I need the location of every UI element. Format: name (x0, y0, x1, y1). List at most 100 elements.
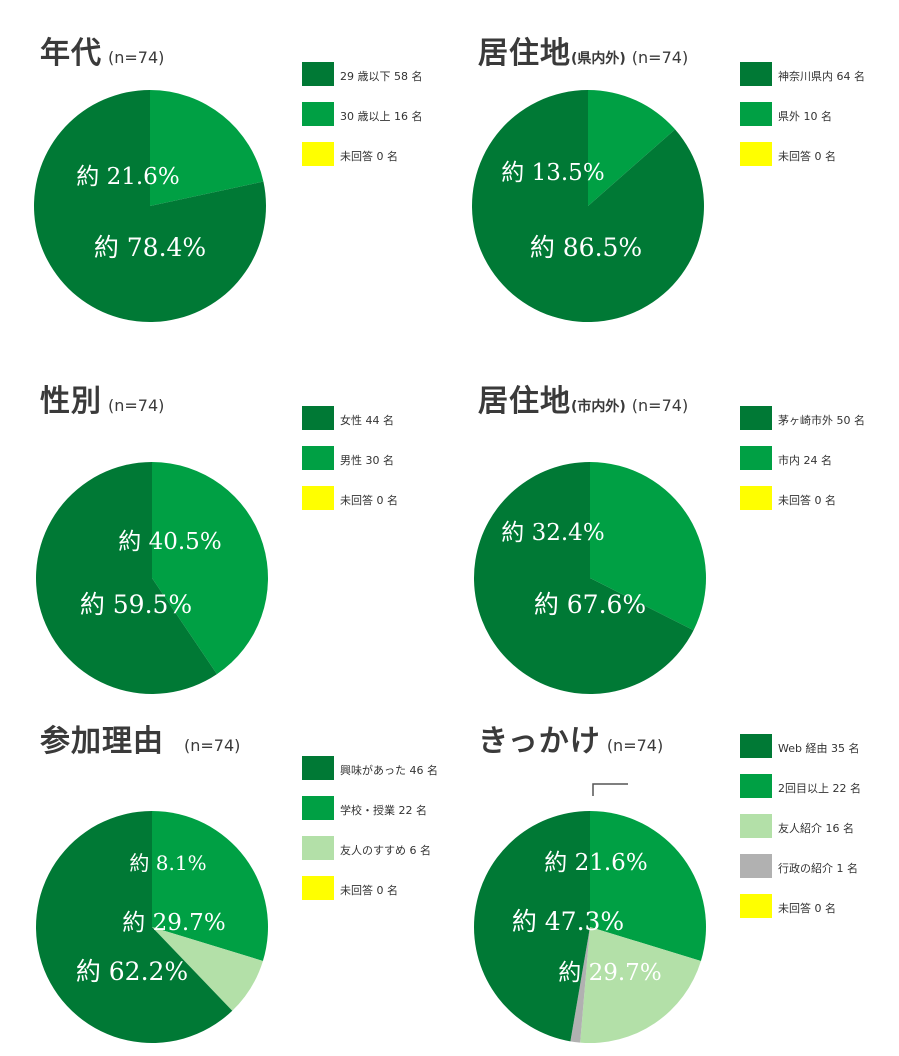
chart-title-main: 居住地 (478, 384, 571, 419)
legend-label: Web 経由 35 名 (778, 742, 860, 755)
chart-title-main: 参加理由 (40, 724, 164, 759)
pie-slice (570, 927, 590, 1043)
slice-percent-label: 約 62.2% (76, 957, 188, 986)
legend-label: 興味があった 46 名 (340, 764, 438, 777)
legend-label: 行政の紹介 1 名 (778, 862, 858, 875)
legend-label: 未回答 0 名 (778, 150, 836, 163)
pie-chart: 約 67.6% 約 32.4% (474, 462, 706, 694)
pie-slice (150, 90, 264, 206)
chart-sample-size: (n=74) (184, 736, 241, 755)
legend-swatch (740, 142, 772, 166)
pie-chart: 約 78.4% 約 21.6% (34, 90, 266, 322)
legend-label: 女性 44 名 (340, 414, 394, 427)
pie-slice (588, 90, 676, 206)
callout-line (592, 783, 628, 796)
chart-sample-size: (n=74) (631, 48, 689, 67)
slice-percent-label: 約 40.5% (118, 529, 221, 555)
legend-label: 友人紹介 16 名 (778, 822, 854, 835)
slice-percent-label: 約 67.6% (534, 590, 646, 619)
slice-percent-label: 約 86.5% (530, 233, 642, 262)
legend-label: 男性 30 名 (340, 454, 394, 467)
pie-slice (34, 90, 266, 322)
chart-sample-size: (n=74) (108, 48, 165, 67)
chart-title-main: 年代 (40, 36, 102, 71)
legend-swatch (740, 814, 772, 838)
pie-slice (590, 811, 706, 961)
pie-slice (152, 811, 268, 961)
legend-swatch (740, 446, 772, 470)
legend-label: 神奈川県内 64 名 (778, 70, 865, 83)
legend-label: 2回目以上 22 名 (778, 782, 861, 795)
slice-percent-label: 約 29.7% (122, 910, 225, 936)
pie-chart: 約 86.5% 約 13.5% (471, 90, 704, 322)
legend-label: 茅ヶ崎市外 50 名 (778, 414, 865, 427)
chart-title-main: きっかけ (478, 724, 601, 759)
chart-panel-age: 年代 (n=74) 29 歳以下 58 名 30 歳以上 16 名未回答 0 名 約… (34, 28, 480, 368)
legend-swatch (740, 62, 772, 86)
legend-swatch (302, 406, 334, 430)
pie-chart: 約 59.5% 約 40.5% (36, 462, 268, 694)
legend-label: 未回答 0 名 (340, 150, 398, 163)
legend-swatch (302, 836, 334, 860)
pie-slice (590, 462, 706, 631)
legend-swatch (740, 406, 772, 430)
pie-slice (35, 811, 233, 1043)
legend-swatch (740, 854, 772, 878)
legend-swatch (302, 486, 334, 510)
pie-chart: 約 62.2% 約 29.7% 約 8.1% (35, 811, 268, 1043)
legend-swatch (740, 894, 772, 918)
chart-title: 居住地(市内外) (n=74) (478, 376, 688, 420)
pie-slice (474, 462, 694, 694)
legend-swatch (302, 756, 334, 780)
slice-percent-label: 約 47.3% (512, 907, 624, 936)
legend-label: 友人のすすめ 6 名 (340, 844, 431, 857)
pie-slice (152, 927, 263, 1011)
legend-label: 市内 24 名 (778, 454, 832, 467)
chart-panel-trigger: きっかけ (n=74) Web 経由 35 名 2回目以上 22 名友人紹介 16 … (473, 716, 899, 1056)
chart-title-main: 性別 (40, 384, 102, 419)
legend-swatch (302, 62, 334, 86)
chart-title: 年代 (n=74) (40, 28, 164, 72)
legend-label: 県外 10 名 (778, 110, 832, 123)
slice-percent-label: 約 59.5% (80, 590, 192, 619)
chart-title: 参加理由 (n=74) (40, 716, 240, 760)
chart-panel-residence-prefecture: 居住地(県内外) (n=74) 神奈川県内 64 名県外 10 名未回答 0 名 … (471, 28, 899, 368)
chart-panel-participation-reason: 参加理由 (n=74) 興味があった 46 名学校・授業 22 名友人のすすめ 6… (35, 716, 480, 1056)
pie-chart: 約 47.3% 約 29.7% 約 21.6% 約 1.4% (473, 783, 715, 1043)
slice-percent-label: 約 13.5% (501, 160, 604, 186)
slice-percent-label: 約 8.1% (129, 851, 206, 875)
chart-title: 性別 (n=74) (40, 376, 164, 420)
chart-sample-size: (n=74) (606, 736, 664, 755)
chart-sample-size: (n=74) (108, 396, 165, 415)
chart-panel-gender: 性別 (n=74) 女性 44 名男性 30 名未回答 0 名 約 59.5% 約 … (36, 376, 480, 716)
chart-title: きっかけ (n=74) (478, 716, 663, 760)
slice-percent-label: 約 21.6% (76, 164, 179, 190)
pie-slice (473, 811, 590, 1042)
legend-label: 未回答 0 名 (778, 902, 836, 915)
slice-percent-label: 約 29.7% (558, 960, 661, 986)
legend-swatch (302, 876, 334, 900)
chart-title: 居住地(県内外) (n=74) (478, 28, 688, 72)
chart-panel-residence-city: 居住地(市内外) (n=74) 茅ヶ崎市外 50 名市内 24 名未回答 0 名 … (474, 376, 899, 716)
legend-swatch (302, 446, 334, 470)
slice-percent-label: 約 1.4% (638, 796, 715, 819)
slice-percent-label: 約 78.4% (94, 233, 206, 262)
pie-slice (152, 462, 268, 675)
legend-swatch (740, 734, 772, 758)
legend-swatch (740, 486, 772, 510)
legend-swatch (740, 774, 772, 798)
legend-label: 学校・授業 22 名 (340, 804, 427, 817)
legend-swatch (302, 796, 334, 820)
legend-label: 30 歳以上 16 名 (340, 110, 423, 123)
legend-swatch (740, 102, 772, 126)
pie-slice (580, 927, 701, 1043)
chart-sample-size: (n=74) (631, 396, 689, 415)
legend-swatch (302, 102, 334, 126)
pie-slice (36, 462, 217, 694)
chart-title-sub: (県内外) (571, 51, 626, 67)
legend-label: 未回答 0 名 (340, 494, 398, 507)
legend-label: 29 歳以下 58 名 (340, 70, 423, 83)
chart-title-sub: (市内外) (571, 399, 626, 415)
legend-label: 未回答 0 名 (778, 494, 836, 507)
chart-title-main: 居住地 (478, 36, 571, 71)
